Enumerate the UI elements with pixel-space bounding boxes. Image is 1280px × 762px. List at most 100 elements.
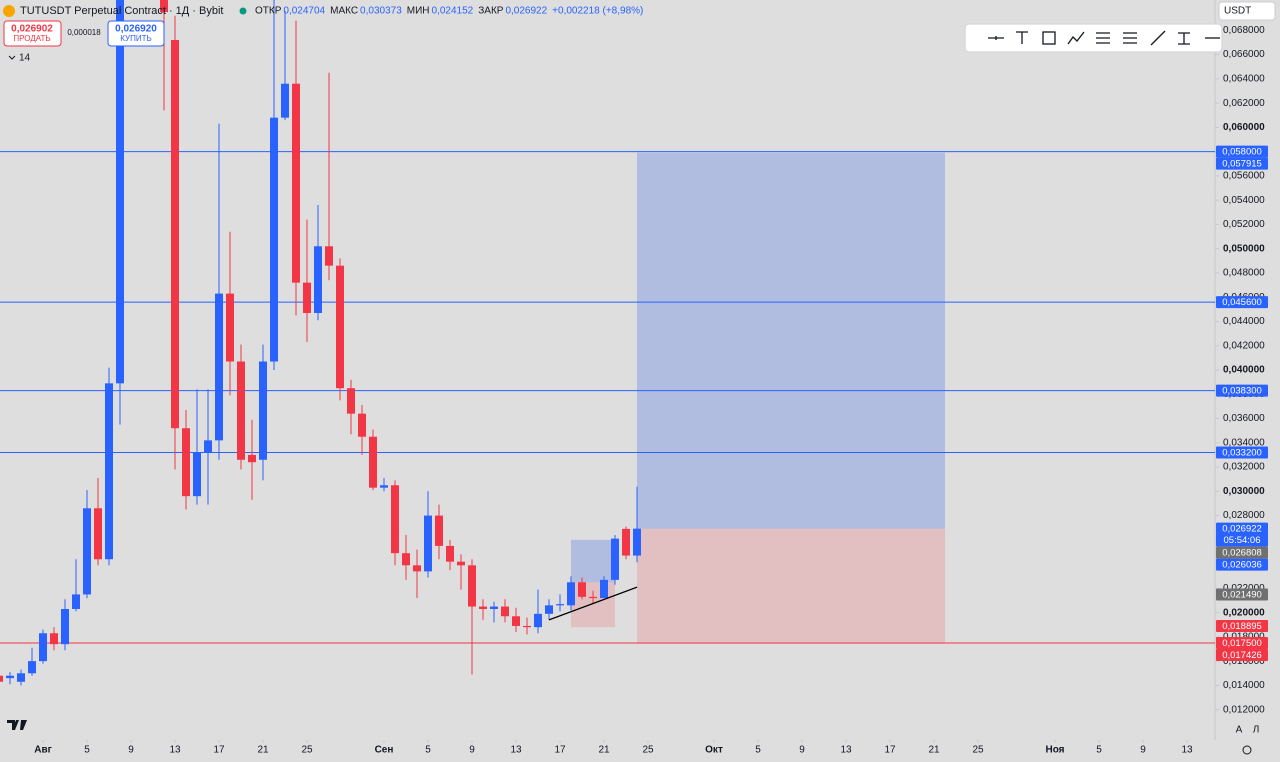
tool-range[interactable] (1178, 32, 1190, 45)
price-tag (1216, 620, 1268, 633)
candle-body (83, 508, 91, 595)
tool-position[interactable] (1123, 32, 1137, 44)
scale-button[interactable]: Л (1253, 725, 1260, 736)
candle-body (0, 675, 3, 682)
price-tag-label: 0,026808 (1222, 548, 1262, 559)
candle-body (523, 625, 531, 628)
y-tick-label: 0,030000 (1223, 486, 1265, 497)
indicators-count: 14 (19, 53, 31, 64)
status-dot (239, 7, 247, 15)
price-tag-label: 0,021490 (1222, 590, 1262, 601)
tool-trend[interactable] (1150, 30, 1166, 46)
tool-fib[interactable] (1096, 32, 1110, 44)
x-tick-label: 17 (884, 745, 896, 756)
candle-body (39, 633, 47, 662)
price-tag-label: 0,017500 (1222, 638, 1262, 649)
y-tick-label: 0,048000 (1223, 268, 1265, 279)
y-tick-label: 0,032000 (1223, 462, 1265, 473)
x-tick-label: 25 (642, 745, 654, 756)
candle-body (468, 565, 476, 607)
candle-body (248, 454, 256, 463)
price-tag (1216, 145, 1268, 158)
candle-body (589, 596, 597, 599)
candle-body (259, 361, 267, 460)
price-tag (1216, 157, 1268, 170)
candle-body (479, 606, 487, 609)
price-tag-label: 0,017426 (1222, 650, 1262, 661)
plot-area (0, 0, 1215, 686)
loss-zone (571, 582, 615, 628)
logo (7, 720, 27, 730)
settings-icon[interactable] (1242, 745, 1252, 755)
y-tick-label: 0,022000 (1223, 583, 1265, 594)
candle-body (556, 604, 564, 606)
tool-rect[interactable] (1042, 31, 1056, 45)
x-tick-label: Авг (34, 745, 52, 756)
x-tick-label: 17 (554, 745, 566, 756)
trendline (548, 586, 638, 621)
candle-body (446, 545, 454, 562)
y-tick-label: 0,056000 (1223, 171, 1265, 182)
candle-body (270, 117, 278, 362)
x-tick-label: 5 (755, 745, 761, 756)
candle-body (402, 553, 410, 566)
candle-body (182, 428, 190, 497)
loss-zone (637, 528, 945, 644)
ohlc-label: ОТКР (255, 6, 282, 17)
y-tick-label: 0,028000 (1223, 510, 1265, 521)
y-tick-label: 0,050000 (1223, 243, 1265, 254)
y-tick-label: 0,034000 (1223, 437, 1265, 448)
x-tick-label: 21 (598, 745, 610, 756)
buy-button[interactable] (107, 20, 165, 47)
candle-body (160, 0, 168, 13)
candle-body (490, 606, 498, 609)
tool-text[interactable] (1016, 31, 1028, 44)
price-tag (1216, 648, 1268, 661)
candle-body (281, 83, 289, 118)
candle-body (633, 528, 641, 556)
candle-body (204, 440, 212, 453)
y-tick-label: 0,012000 (1223, 704, 1265, 715)
x-tick-label: 13 (510, 745, 522, 756)
sell-button[interactable] (3, 20, 62, 47)
candle-body (391, 485, 399, 554)
x-tick-label: 21 (928, 745, 940, 756)
ohlc-value: 0,024704 (283, 6, 325, 17)
y-tick-label: 0,042000 (1223, 340, 1265, 351)
y-tick-label: 0,062000 (1223, 98, 1265, 109)
candle-body (50, 633, 58, 645)
scale-button[interactable]: А (1236, 725, 1243, 736)
currency-button[interactable] (1218, 1, 1276, 21)
price-tag-label: 0,026036 (1222, 560, 1262, 571)
price-tag (1216, 384, 1268, 397)
x-tick-label: 25 (972, 745, 984, 756)
price-tag-label: 0,057915 (1222, 159, 1262, 170)
price-tag-label: 0,018895 (1222, 621, 1262, 632)
candle-body (94, 508, 102, 560)
symbol-logo (3, 5, 15, 17)
spread: 0,000018 (67, 28, 101, 37)
ohlc-value: 0,026922 (505, 6, 547, 17)
candle-body (600, 579, 608, 599)
candle-body (369, 436, 377, 488)
collapse-icon[interactable] (8, 55, 16, 60)
candle-body (72, 594, 80, 609)
ohlc-value: 0,030373 (360, 6, 402, 17)
tool-path[interactable] (1067, 31, 1085, 45)
candle-body (292, 83, 300, 283)
tool-hline[interactable] (988, 36, 1004, 40)
candle-body (611, 538, 619, 580)
y-tick-label: 0,052000 (1223, 219, 1265, 230)
candle-body (380, 485, 388, 488)
candle-body (193, 452, 201, 497)
price-tag (1216, 522, 1268, 547)
sell-price: 0,026902 (11, 24, 53, 35)
x-tick-label: 17 (213, 745, 225, 756)
ohlc: ОТКР 0,024704 МАКС 0,030373 МИН 0,024152 ЗАКР 0… (255, 6, 548, 17)
candle-body (545, 605, 553, 614)
x-tick-label: 13 (1181, 745, 1193, 756)
symbol: TUTUSDT Perpetual Contract · 1Д · Bybit (20, 5, 223, 17)
